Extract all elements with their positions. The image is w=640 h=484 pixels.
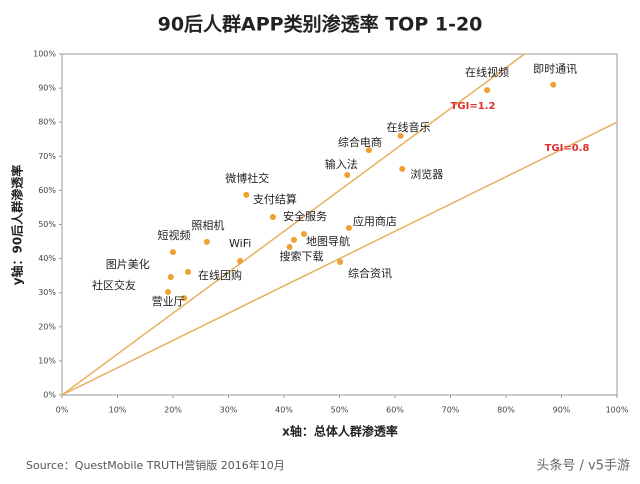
- x-tick-label: 60%: [386, 406, 404, 415]
- point: [399, 165, 406, 172]
- point: [286, 244, 293, 251]
- watermark: 头条号 / v5手游: [536, 458, 630, 474]
- reference-line: [61, 53, 525, 396]
- y-tick-label: 80%: [38, 118, 56, 127]
- point-label: 在线音乐: [387, 120, 431, 134]
- x-tick-label: 30%: [220, 406, 238, 415]
- point: [345, 224, 352, 231]
- point: [337, 259, 344, 266]
- point-label: 照相机: [191, 218, 224, 232]
- y-tick-label: 40%: [38, 254, 56, 263]
- y-tick-label: 60%: [38, 186, 56, 195]
- reference-label: TGI=0.8: [545, 143, 590, 154]
- point: [165, 289, 172, 296]
- point: [181, 295, 188, 302]
- x-tick-label: 50%: [331, 406, 349, 415]
- y-tick-label: 50%: [38, 220, 56, 229]
- point-label: 营业厅: [152, 294, 185, 308]
- point: [484, 87, 491, 94]
- x-tick-label: 70%: [442, 406, 460, 415]
- point: [184, 268, 191, 275]
- point-label: 在线视频: [465, 65, 509, 79]
- chart-title: 90后人群APP类别渗透率 TOP 1-20: [158, 13, 483, 36]
- x-axis-title: x轴：总体人群渗透率: [282, 424, 398, 439]
- point: [167, 274, 174, 281]
- point-label: 短视频: [158, 228, 191, 242]
- point: [397, 132, 404, 139]
- point-label: 应用商店: [353, 214, 397, 228]
- y-tick-label: 30%: [38, 288, 56, 297]
- point-label: 浏览器: [410, 167, 443, 181]
- x-tick-label: 100%: [606, 406, 629, 415]
- y-tick-label: 90%: [38, 84, 56, 93]
- x-tick-label: 80%: [497, 406, 515, 415]
- point-label: 综合资讯: [348, 266, 392, 280]
- y-tick-label: 20%: [38, 322, 56, 331]
- point-label: 在线团购: [198, 268, 242, 282]
- x-tick-label: 10%: [109, 406, 127, 415]
- point: [170, 249, 176, 256]
- point: [203, 238, 210, 245]
- point-label: WiFi: [229, 237, 251, 250]
- point-label: 社区交友: [92, 278, 136, 292]
- point: [243, 191, 250, 198]
- point: [237, 257, 244, 264]
- reference-line: [61, 121, 618, 396]
- x-tick-label: 90%: [553, 406, 571, 415]
- y-axis-title: y轴：90后人群渗透率: [10, 165, 25, 286]
- x-tick-label: 20%: [164, 406, 182, 415]
- point: [290, 236, 297, 243]
- point-label: 搜索下载: [280, 249, 324, 263]
- x-tick-label: 40%: [275, 406, 293, 415]
- y-tick-label: 100%: [33, 50, 56, 59]
- point-label: 图片美化: [106, 257, 150, 271]
- point-label: 地图导航: [306, 234, 350, 248]
- point: [300, 231, 307, 238]
- point-label: 输入法: [325, 157, 358, 171]
- point: [550, 81, 557, 88]
- point: [344, 172, 351, 179]
- x-tick-label: 0%: [56, 406, 69, 415]
- point-label: 微博社交: [225, 171, 269, 185]
- point: [365, 147, 372, 154]
- point-label: 综合电商: [338, 135, 382, 149]
- point-label: 支付结算: [253, 192, 297, 206]
- source: Source：QuestMobile TRUTH营销版 2016年10月: [26, 458, 285, 472]
- y-tick-label: 0%: [43, 391, 56, 400]
- y-tick-label: 10%: [38, 356, 56, 365]
- reference-label: TGI=1.2: [451, 101, 496, 112]
- point: [269, 213, 276, 220]
- point-label: 安全服务: [283, 209, 327, 223]
- point-label: 即时通讯: [533, 63, 577, 76]
- y-tick-label: 70%: [38, 152, 56, 161]
